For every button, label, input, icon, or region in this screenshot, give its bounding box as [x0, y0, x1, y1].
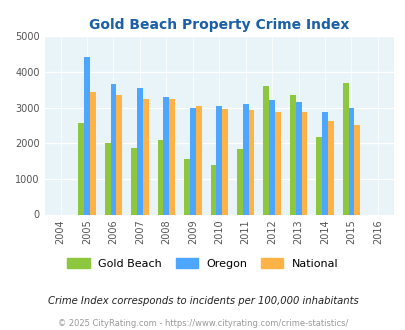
Bar: [263, 86, 269, 214]
Bar: [116, 95, 122, 214]
Bar: [143, 99, 148, 214]
Bar: [136, 88, 143, 214]
Title: Gold Beach Property Crime Index: Gold Beach Property Crime Index: [89, 18, 349, 32]
Bar: [274, 112, 280, 214]
Legend: Gold Beach, Oregon, National: Gold Beach, Oregon, National: [63, 254, 342, 273]
Bar: [289, 95, 295, 214]
Bar: [348, 108, 354, 214]
Bar: [190, 108, 195, 214]
Bar: [78, 122, 84, 214]
Bar: [237, 149, 242, 214]
Bar: [321, 112, 327, 214]
Bar: [315, 137, 321, 214]
Bar: [248, 110, 254, 214]
Text: Crime Index corresponds to incidents per 100,000 inhabitants: Crime Index corresponds to incidents per…: [47, 296, 358, 306]
Bar: [210, 165, 216, 214]
Bar: [157, 140, 163, 214]
Bar: [84, 57, 90, 215]
Bar: [342, 83, 348, 214]
Bar: [301, 112, 307, 214]
Bar: [131, 148, 136, 214]
Bar: [216, 106, 222, 214]
Bar: [354, 125, 359, 214]
Bar: [269, 100, 274, 214]
Bar: [327, 121, 333, 214]
Bar: [163, 97, 169, 214]
Bar: [169, 99, 175, 214]
Bar: [104, 143, 110, 214]
Bar: [90, 92, 96, 214]
Bar: [110, 84, 116, 214]
Bar: [295, 102, 301, 214]
Bar: [242, 104, 248, 214]
Bar: [222, 109, 228, 214]
Text: © 2025 CityRating.com - https://www.cityrating.com/crime-statistics/: © 2025 CityRating.com - https://www.city…: [58, 319, 347, 328]
Bar: [183, 158, 190, 215]
Bar: [195, 106, 201, 214]
